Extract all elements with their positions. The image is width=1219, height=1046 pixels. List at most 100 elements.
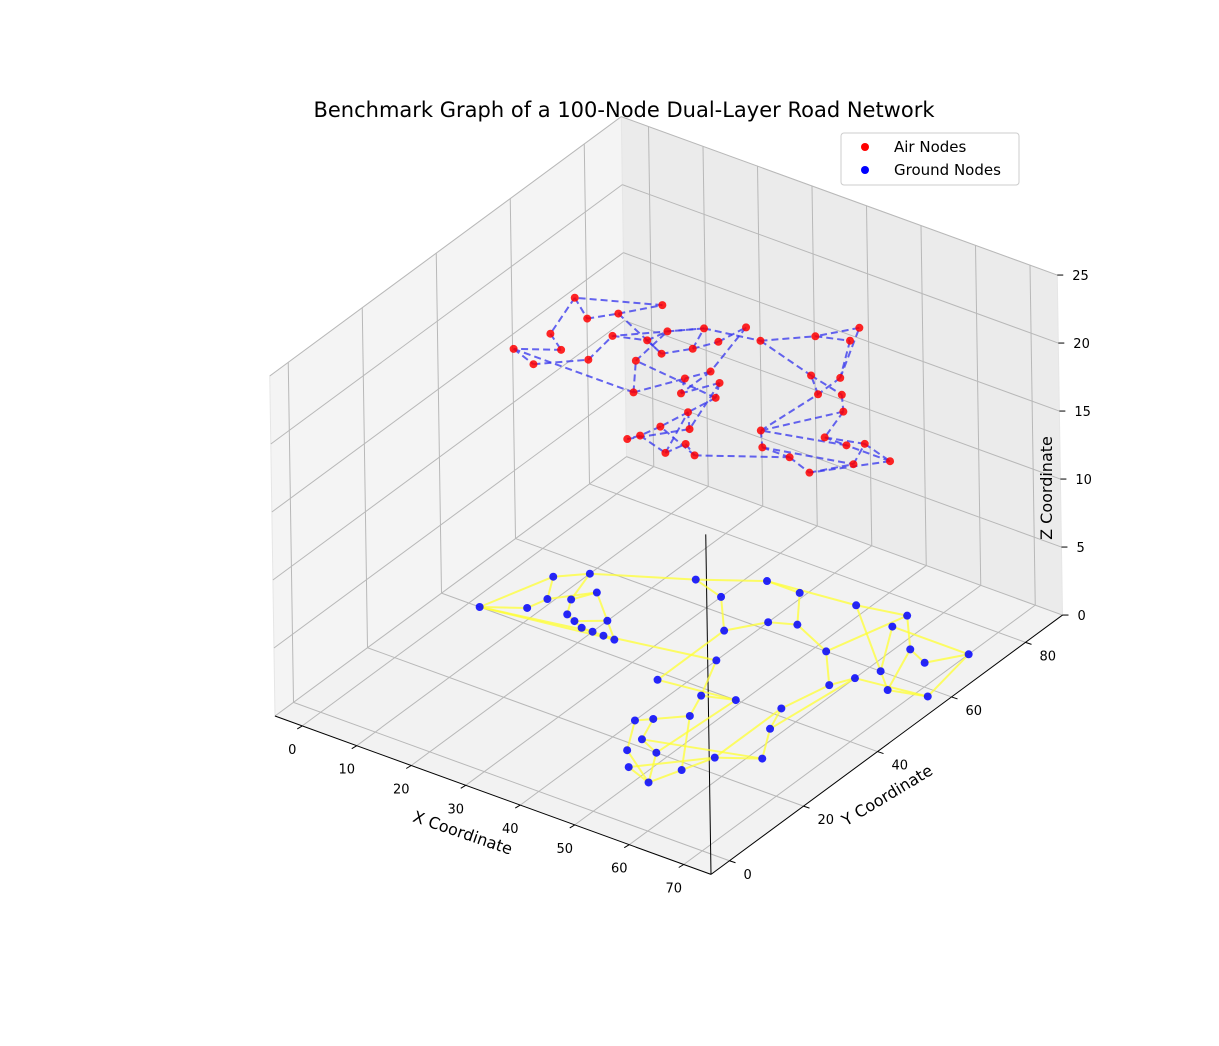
- x-tick-label: 60: [611, 862, 628, 877]
- ground-node-point: [720, 626, 729, 635]
- y-tick-mark: [803, 805, 810, 809]
- air-node-edge: [810, 374, 843, 396]
- air-node-point: [690, 451, 699, 460]
- x-grid-line-wall: [975, 245, 982, 586]
- x-tick-label: 40: [502, 822, 519, 837]
- axis-lines: [274, 534, 1063, 875]
- x-tick-mark: [569, 824, 576, 829]
- ground-node-edge: [886, 648, 912, 691]
- x-tick-label: 50: [556, 842, 573, 857]
- y-tick-label: 40: [892, 759, 909, 774]
- ground-node-edge: [570, 591, 598, 601]
- legend: Air Nodes Ground Nodes: [840, 132, 1020, 186]
- x-tick-mark: [296, 725, 303, 730]
- ground-node-edge: [927, 653, 970, 698]
- x-grid-line-floor: [628, 584, 982, 846]
- air-node-point: [807, 371, 816, 380]
- air-node-edge: [617, 312, 663, 355]
- air-node-point: [811, 332, 820, 341]
- ground-node-edge: [603, 634, 717, 662]
- ground-node-point: [637, 735, 646, 744]
- x-grid-line-floor: [574, 565, 927, 826]
- z-grid-line-back: [626, 456, 1063, 616]
- axes-panes: [269, 115, 1064, 875]
- ground-node-point: [577, 623, 586, 632]
- ground-node-edge: [924, 653, 969, 664]
- ground-node-point: [852, 601, 861, 610]
- air-node-edge: [587, 312, 619, 320]
- z-grid-line-left: [273, 388, 626, 649]
- ground-node-edge: [680, 715, 691, 771]
- z-grid-line-left: [274, 456, 627, 717]
- air-node-edge: [760, 429, 847, 447]
- air-node-point: [758, 443, 767, 452]
- air-node-edge: [635, 359, 717, 399]
- ground-node-point: [623, 746, 632, 755]
- air-node-point: [839, 407, 848, 416]
- air-node-edge: [839, 340, 851, 379]
- y-grid-line-wall: [287, 362, 294, 703]
- air-node-point: [631, 356, 640, 365]
- ground-node-point: [777, 704, 786, 713]
- air-node-edge: [633, 377, 686, 394]
- ground-node-edge: [780, 684, 830, 710]
- ground-node-point: [731, 696, 740, 705]
- air-node-edge: [809, 463, 854, 474]
- z-axis-label: Z Coordinate: [1037, 436, 1056, 540]
- air-node-edge: [687, 396, 717, 414]
- z-axis-line: [705, 534, 712, 875]
- air-node-point: [849, 460, 858, 469]
- air-node-point: [700, 324, 708, 333]
- ground-node-edge: [695, 578, 722, 598]
- air-node-point: [715, 378, 724, 387]
- ground-node-point: [567, 595, 576, 604]
- x-grid-line-floor: [301, 466, 655, 727]
- air-layer: [509, 293, 895, 477]
- ground-node-point: [603, 616, 612, 625]
- ground-node-edge: [479, 606, 528, 609]
- ground-node-edge: [879, 626, 894, 672]
- air-node-edge: [815, 335, 851, 342]
- air-node-point: [684, 408, 692, 417]
- ground-node-point: [697, 691, 706, 700]
- air-node-edge: [703, 327, 761, 342]
- ground-node-point: [764, 618, 773, 627]
- ground-node-edge: [723, 621, 769, 632]
- x-tick-mark: [678, 864, 685, 868]
- air-node-edge: [632, 360, 637, 393]
- air-node-edge: [684, 370, 711, 380]
- ground-node-point: [585, 569, 594, 578]
- air-node-edge: [573, 297, 589, 320]
- ground-node-point: [523, 603, 532, 612]
- air-node-edge: [760, 410, 844, 432]
- ground-node-edge: [892, 625, 969, 656]
- air-node-point: [614, 309, 623, 318]
- air-node-point: [820, 433, 829, 442]
- y-axis-label: Y Coordinate: [837, 761, 936, 831]
- ground-node-point: [712, 656, 721, 665]
- x-tick-mark: [405, 765, 412, 769]
- legend-label-ground: Ground Nodes: [894, 161, 1001, 179]
- x-tick-mark: [514, 804, 521, 809]
- ground-node-point: [644, 778, 653, 787]
- ground-node-edge: [681, 756, 716, 771]
- ground-node-edge: [768, 621, 798, 626]
- ground-node-edge: [647, 752, 658, 783]
- air-node-edge: [612, 327, 705, 337]
- x-tick-label: 10: [338, 763, 355, 778]
- x-grid-line-floor: [356, 485, 709, 747]
- ground-node-point: [825, 681, 834, 690]
- air-node-edge: [809, 460, 891, 474]
- ground-node-point: [766, 724, 775, 733]
- air-node-point: [583, 314, 592, 323]
- z-tick-label: 10: [1075, 473, 1092, 488]
- air-node-edge: [512, 348, 535, 366]
- x-grid-line-floor: [410, 505, 764, 766]
- air-node-edge: [635, 330, 669, 362]
- y-grid-line-wall: [509, 198, 516, 539]
- ground-node-point: [795, 588, 804, 597]
- ground-node-point: [570, 617, 579, 626]
- x-tick-label: 70: [665, 882, 682, 897]
- x-grid-line-wall: [648, 126, 655, 467]
- y-grid-line-floor: [441, 592, 878, 753]
